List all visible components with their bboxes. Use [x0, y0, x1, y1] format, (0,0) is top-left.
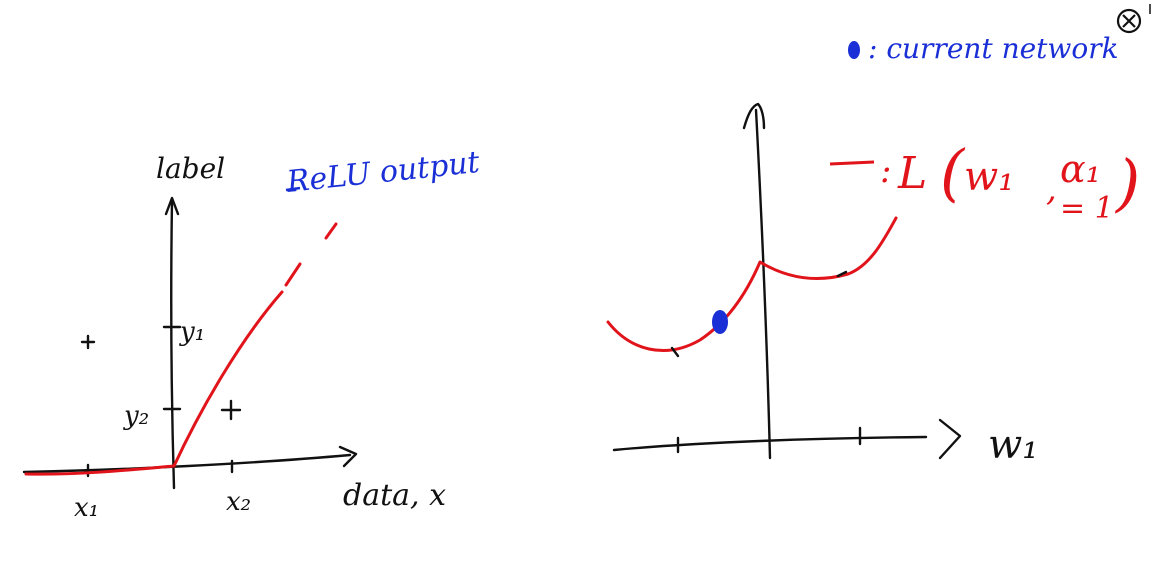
loss-label-weight: w₁ — [964, 154, 1014, 200]
loss-label-comma: , — [1046, 169, 1057, 209]
loss-label-close-paren: ) — [1114, 146, 1140, 219]
close-button[interactable] — [1116, 4, 1151, 34]
current-network-legend-dot — [848, 41, 860, 59]
x-axis-label: data, x — [343, 478, 446, 513]
loss-label-colon: : — [880, 151, 891, 191]
relu-curve-dash-1 — [284, 262, 302, 287]
loss-label-function: L — [897, 148, 927, 199]
loss-curve-mark-2 — [836, 270, 848, 278]
x-tick-label-2: x₂ — [226, 487, 251, 517]
loss-label-dash — [829, 160, 875, 166]
current-network-label: : current network — [868, 32, 1119, 65]
loss-label-open-paren: ( — [940, 136, 966, 209]
y-tick-label-2: y₂ — [123, 401, 149, 431]
relu-curve-flat — [24, 464, 176, 476]
relu-curve-rising — [172, 290, 284, 468]
current-network-point — [712, 310, 728, 334]
relu-output-dash — [285, 186, 301, 192]
right-x-axis — [612, 435, 928, 452]
right-x-axis-label: w₁ — [988, 422, 1038, 468]
right-y-axis-arrow — [742, 102, 766, 130]
loss-curve-mark-1 — [670, 346, 680, 358]
right-y-axis — [754, 108, 772, 460]
loss-curve — [606, 216, 898, 352]
loss-label-alpha-value: = 1 — [1060, 191, 1114, 226]
data-point-1 — [80, 334, 96, 350]
left-y-axis-arrow — [164, 196, 180, 216]
loss-label-alpha: α₁ — [1060, 147, 1101, 191]
x-tick-label-1: x₁ — [74, 493, 99, 523]
y-tick-label-1: y₁ — [179, 317, 205, 347]
y-axis-label: label — [156, 152, 225, 185]
relu-curve-dash-2 — [324, 222, 338, 240]
close-circle-icon — [1116, 8, 1142, 34]
right-x-axis-arrow — [938, 418, 962, 460]
left-x-axis-arrow — [338, 445, 358, 468]
right-plot: : current network w₁ : L ( w₁ , α₁ = 1 ) — [606, 32, 1140, 468]
left-x-axis — [22, 453, 352, 474]
left-plot: label data, x ReLU output y₁ y₂ x₁ x₂ — [22, 145, 482, 523]
data-point-2 — [220, 399, 242, 421]
left-y-axis — [169, 198, 176, 490]
relu-output-label: ReLU output — [284, 145, 482, 200]
